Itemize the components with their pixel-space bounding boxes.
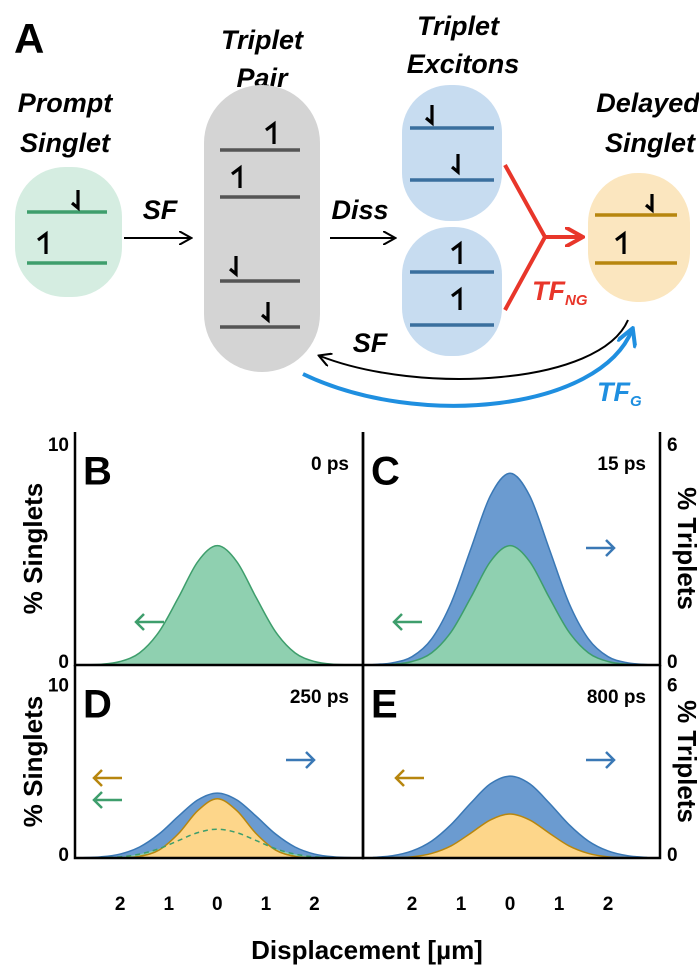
state-label: Delayed: [596, 88, 699, 118]
curve: [81, 544, 354, 665]
panel-label: C: [371, 450, 400, 494]
state-label: Singlet: [20, 128, 111, 158]
curve: [372, 775, 648, 858]
process-label: SF: [143, 195, 179, 225]
y-axis-label: % Singlets: [18, 483, 48, 614]
process-sub: NG: [565, 292, 588, 309]
process-sub: G: [630, 393, 642, 410]
x-tick-label: 2: [407, 894, 418, 915]
process-arrow: [320, 319, 629, 380]
area: [81, 798, 354, 858]
x-tick-label: 1: [456, 894, 467, 915]
x-tick-label: 2: [603, 894, 614, 915]
panel: E 800 ps 0 6 2 1 0 1 2 % Triplets: [361, 665, 699, 915]
y2-tick-label: 6: [667, 676, 678, 697]
process-label: TFNG: [532, 276, 588, 309]
x-tick-label: 0: [212, 894, 223, 915]
curve: [372, 472, 648, 665]
y2-tick-label: 0: [667, 845, 678, 866]
axis-arrow: [286, 751, 316, 769]
state-label: Singlet: [605, 128, 696, 158]
panel-label: B: [83, 450, 112, 494]
x-tick-label: 0: [505, 894, 516, 915]
panel-frame: [361, 432, 662, 667]
axis-arrow: [586, 751, 616, 769]
y2-tick-label: 0: [667, 652, 678, 673]
state-box: [15, 167, 122, 297]
y2-axis-label: % Triplets: [672, 487, 699, 610]
axis-arrow: [134, 613, 164, 631]
axis-arrow: [92, 769, 122, 787]
energy-levels: [27, 126, 677, 329]
panel: B 0 ps 0 10 % Singlets: [18, 432, 365, 673]
time-label: 800 ps: [587, 687, 646, 708]
area: [372, 813, 648, 858]
diagram: A Prompt Singlet Triplet Pair Triplet Ex…: [14, 11, 699, 410]
x-tick-label: 1: [163, 894, 174, 915]
curve: [81, 828, 354, 858]
axis-arrow: [92, 791, 122, 809]
x-axis-label: Displacement [µm]: [251, 935, 483, 965]
x-tick-label: 2: [309, 894, 320, 915]
state-box: [204, 85, 320, 372]
state-box: [588, 173, 690, 302]
process-arrow: [302, 330, 632, 408]
x-tick-label: 1: [261, 894, 272, 915]
state-box: [402, 227, 502, 356]
process-label: Diss: [331, 195, 388, 225]
panel: C 15 ps 0 6 % Triplets: [361, 432, 699, 673]
x-tick-label: 1: [554, 894, 565, 915]
process-main: TF: [532, 276, 566, 306]
axis-arrow: [394, 769, 424, 787]
state-label: Triplet: [221, 25, 304, 55]
panel-label: E: [371, 683, 398, 727]
time-label: 0 ps: [311, 454, 349, 475]
y2-tick-label: 6: [667, 435, 678, 456]
y-tick-label: 10: [48, 676, 69, 697]
axis-arrow: [586, 539, 616, 557]
y-tick-label: 0: [58, 652, 69, 673]
time-label: 15 ps: [597, 454, 646, 475]
process-main: TF: [597, 377, 631, 407]
state-label: Excitons: [407, 49, 520, 79]
time-label: 250 ps: [290, 687, 349, 708]
y-tick-label: 0: [58, 845, 69, 866]
spins: [37, 105, 654, 324]
area: [81, 545, 354, 665]
panel-frame: [361, 665, 662, 860]
process-label: TFG: [597, 377, 642, 410]
x-tick-label: 2: [115, 894, 126, 915]
y2-axis-label: % Triplets: [672, 700, 699, 823]
state-label: Triplet: [417, 11, 500, 41]
axis-arrow: [392, 613, 422, 631]
process-arrow: [503, 164, 581, 311]
y-axis-label: % Singlets: [18, 696, 48, 827]
panel-label: D: [83, 683, 112, 727]
process-label: SF: [353, 328, 389, 358]
y-tick-label: 10: [48, 435, 69, 456]
curve: [372, 544, 648, 665]
area: [372, 545, 648, 665]
state-label: Prompt: [18, 88, 114, 118]
curve: [372, 813, 648, 858]
curve: [81, 792, 354, 858]
panel-label: A: [14, 15, 44, 62]
state-box: [402, 85, 502, 221]
